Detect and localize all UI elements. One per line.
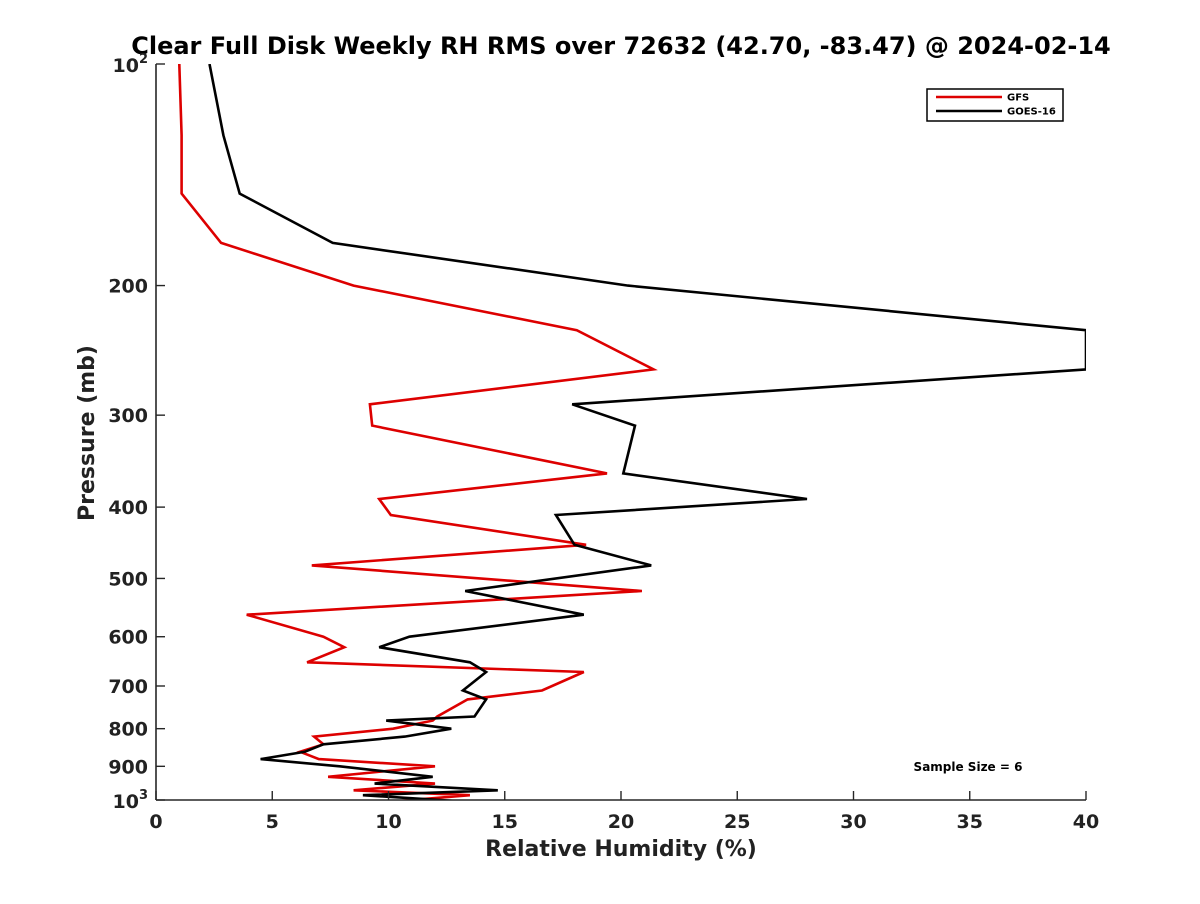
y-tick-label: 500 (108, 568, 148, 590)
y-tick-label: 600 (108, 627, 148, 649)
legend-label-gfs: GFS (1007, 93, 1029, 104)
legend-label-goes16: GOES-16 (1007, 107, 1056, 118)
x-tick-label: 30 (840, 811, 866, 833)
y-tick-label: 300 (108, 405, 148, 427)
x-tick-label: 40 (1073, 811, 1099, 833)
series-line-gfs (178, 64, 658, 800)
x-tick-label: 20 (608, 811, 634, 833)
y-axis-label: Pressure (mb) (75, 345, 100, 521)
x-tick-label: 25 (724, 811, 750, 833)
x-tick-label: 35 (957, 811, 983, 833)
x-axis: 0 5 10 15 20 25 30 35 40 (149, 791, 1099, 833)
sample-size-annotation: Sample Size = 6 (914, 760, 1023, 774)
chart-title: Clear Full Disk Weekly RH RMS over 72632… (131, 32, 1111, 60)
x-tick-label: 10 (375, 811, 401, 833)
x-tick-label: 5 (266, 811, 279, 833)
y-tick-label: 800 (108, 719, 148, 741)
plot-area (178, 64, 1086, 800)
legend: GFS GOES-16 (926, 88, 1064, 122)
y-tick-label: 103 (113, 788, 149, 813)
y-tick-label: 900 (108, 756, 148, 778)
y-tick-label: 400 (108, 497, 148, 519)
y-tick-label: 700 (108, 676, 148, 698)
legend-box (926, 88, 1064, 122)
y-axis: 102 200 300 400 500 600 700 800 900 103 (108, 52, 165, 813)
series-line-goes16 (208, 64, 1086, 800)
x-axis-label: Relative Humidity (%) (485, 837, 757, 862)
y-tick-label: 102 (113, 52, 149, 77)
series-group (178, 64, 1086, 800)
x-tick-label: 0 (149, 811, 162, 833)
y-tick-label: 200 (108, 276, 148, 298)
x-tick-label: 15 (492, 811, 518, 833)
